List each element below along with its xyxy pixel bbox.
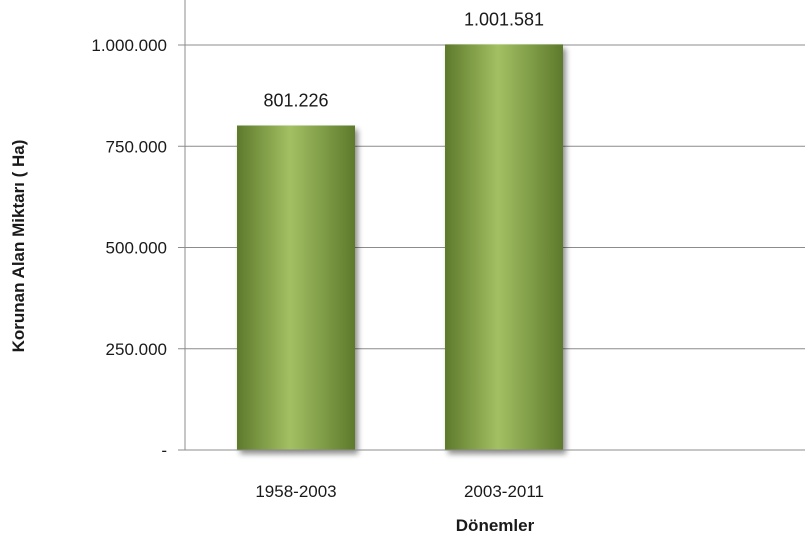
y-tick-label: - [161,441,167,460]
y-tick-labels: - 250.000 500.000 750.000 1.000.000 [91,36,167,460]
data-label: 801.226 [263,91,328,111]
x-tick-label: 1958-2003 [255,482,336,501]
data-labels: 801.226 1.001.581 [263,9,544,110]
y-tick-label: 1.000.000 [91,36,167,55]
axes [184,0,805,451]
bar-1958-2003 [237,125,355,450]
y-tick-label: 500.000 [106,239,167,258]
data-label: 1.001.581 [464,9,544,29]
y-axis-title: Korunan Alan Miktarı ( Ha) [9,140,28,353]
x-axis-title: Dönemler [456,516,535,535]
bars [237,44,563,451]
y-tick-label: 250.000 [106,340,167,359]
bar-2003-2011 [445,44,563,451]
x-tick-labels: 1958-2003 2003-2011 [255,482,544,501]
y-tick-label: 750.000 [106,137,167,156]
x-tick-label: 2003-2011 [464,482,544,501]
